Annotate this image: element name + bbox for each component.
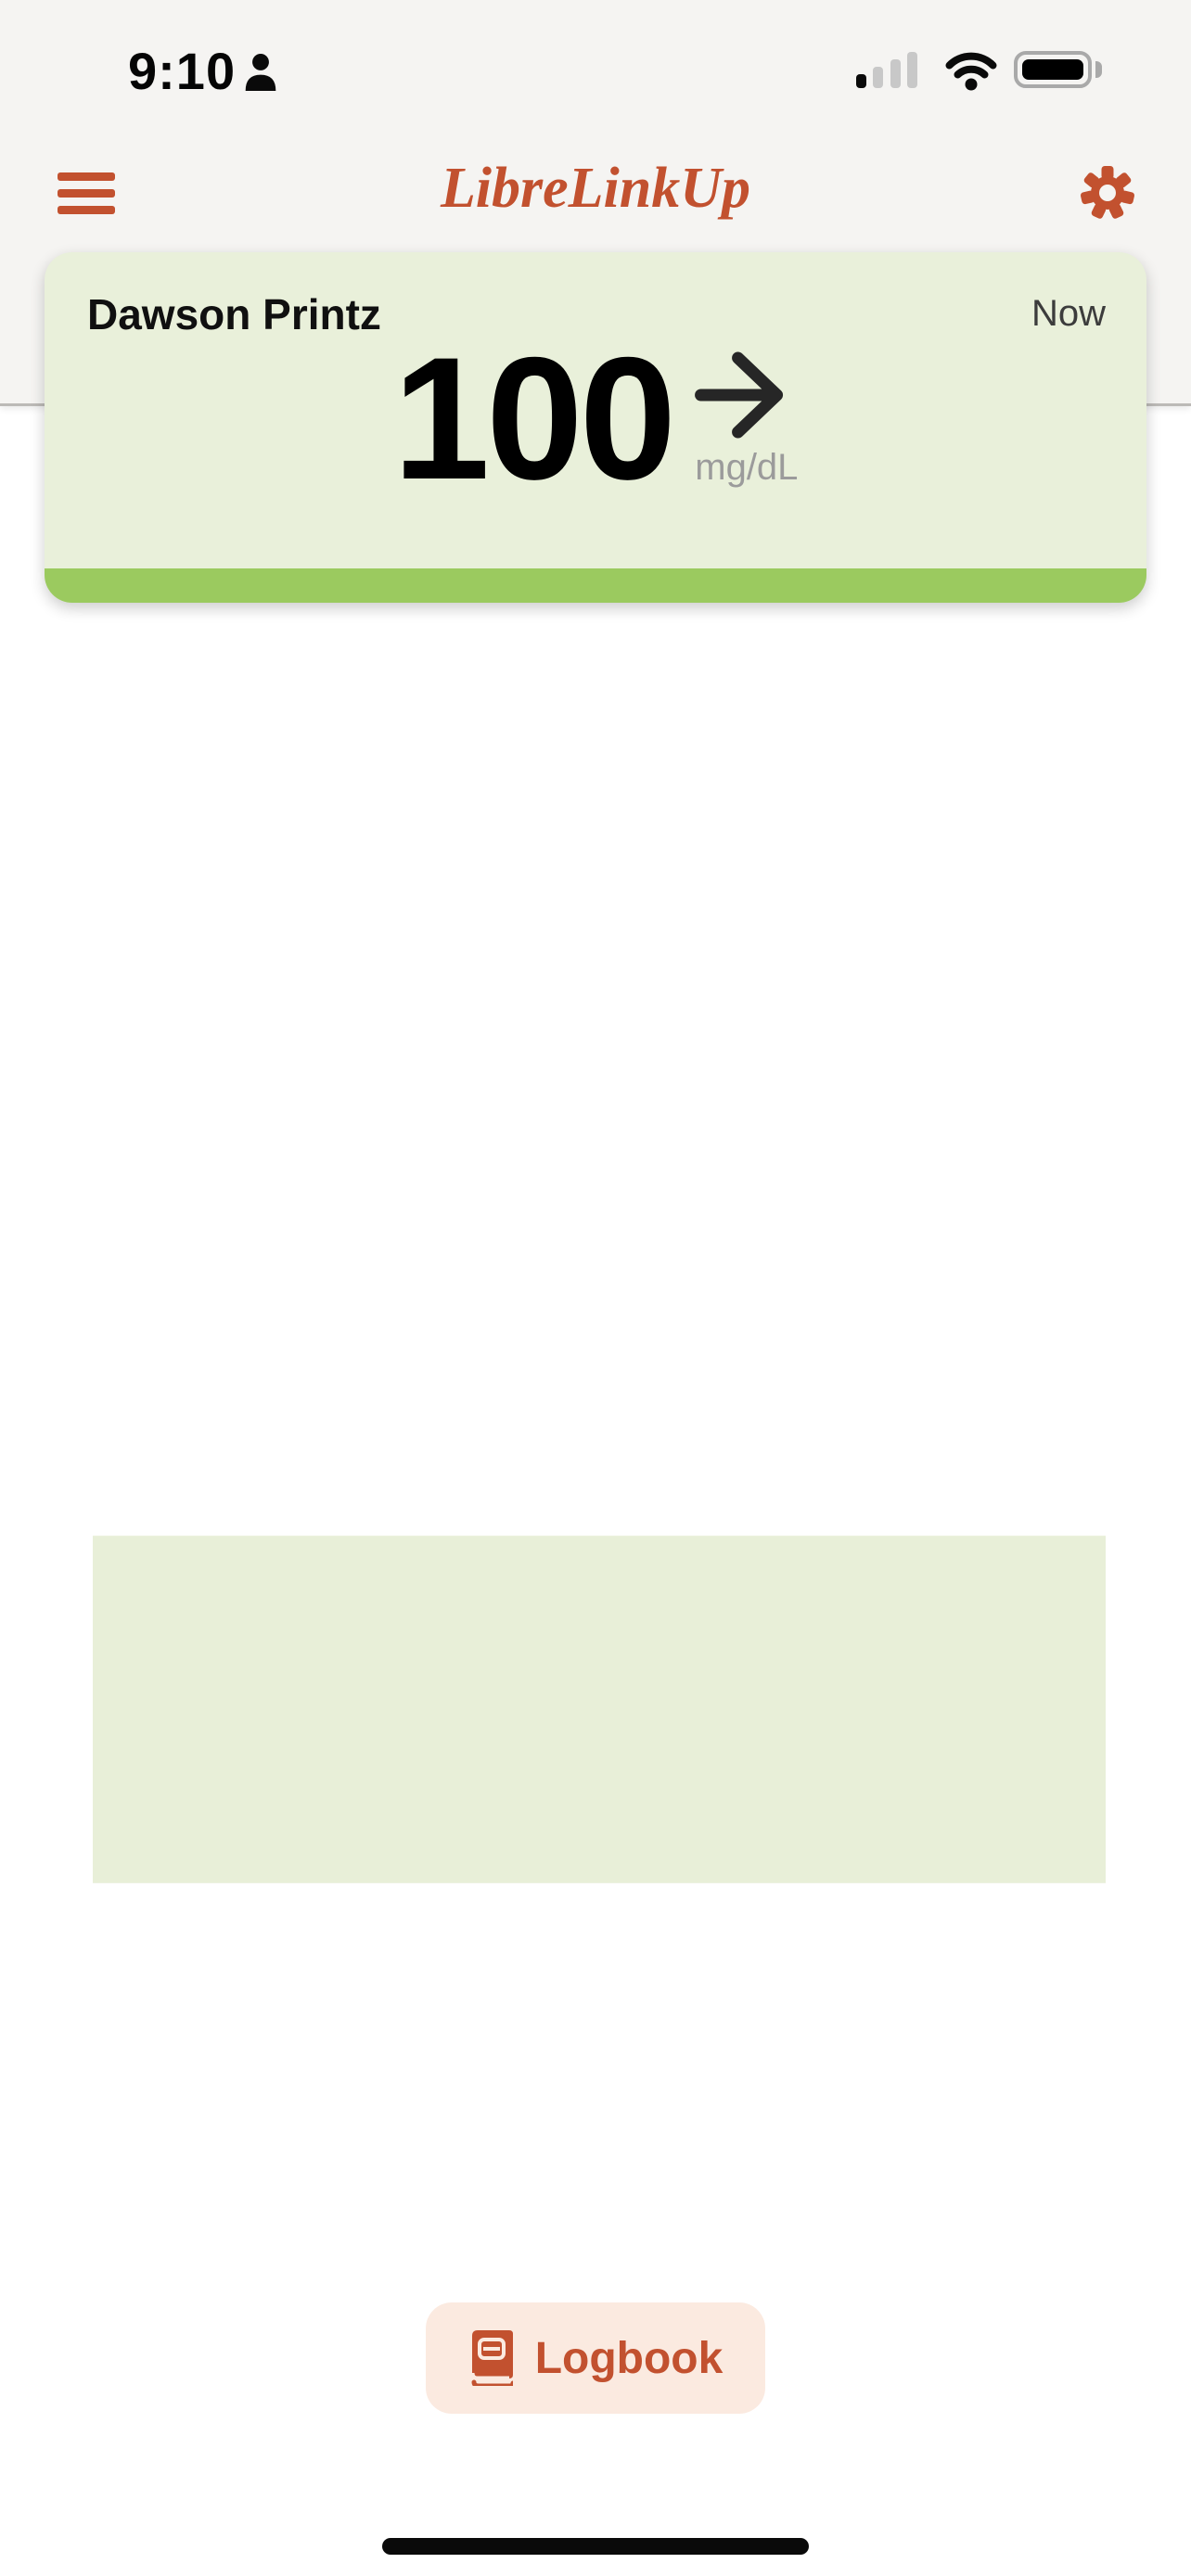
reading-time-label: Now xyxy=(1031,293,1106,334)
in-range-status-strip xyxy=(45,568,1146,603)
trend-steady-arrow-icon xyxy=(694,351,783,439)
logbook-button[interactable]: Logbook xyxy=(425,2302,766,2414)
patient-name: Dawson Printz xyxy=(87,290,381,338)
menu-button[interactable] xyxy=(58,172,115,215)
glucose-unit: mg/dL xyxy=(695,447,799,488)
status-bar-time: 9:10 xyxy=(128,42,237,100)
current-glucose-reading: 100 mg/dL xyxy=(392,321,799,516)
battery-icon-nub xyxy=(1095,61,1102,78)
patient-glucose-card[interactable]: Dawson Printz Now 100 mg/dL xyxy=(45,252,1146,603)
battery-icon xyxy=(1014,51,1092,88)
glucose-chart[interactable] xyxy=(0,649,1191,2300)
app-title: LibreLinkUp xyxy=(440,157,751,220)
target-range-band xyxy=(93,1536,1106,1883)
wifi-icon xyxy=(945,52,997,91)
glucose-value: 100 xyxy=(392,321,677,516)
settings-gear-button[interactable] xyxy=(1080,165,1135,221)
book-icon xyxy=(469,2330,513,2386)
logbook-label: Logbook xyxy=(534,2333,724,2383)
logbook-row: Logbook xyxy=(0,2302,1191,2414)
person-icon xyxy=(245,54,276,91)
cellular-signal-icon xyxy=(856,49,923,88)
home-indicator[interactable] xyxy=(382,2538,809,2555)
